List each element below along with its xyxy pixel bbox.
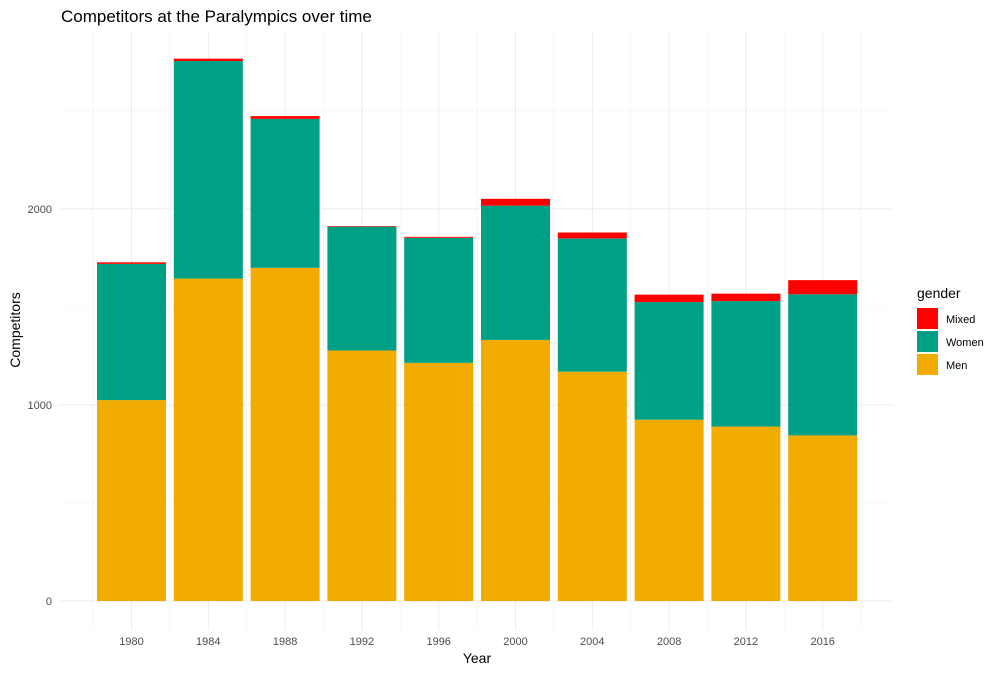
bar-mixed-1980 [97, 262, 166, 264]
x-tick-label: 2016 [810, 636, 834, 648]
bar-women-2000 [481, 205, 550, 340]
legend-key-mixed [917, 308, 938, 329]
bar-men-1988 [250, 267, 320, 601]
y-tick-label: 2000 [28, 204, 52, 216]
x-tick-label: 2000 [503, 636, 527, 648]
bar-mixed-1996 [404, 236, 474, 238]
bar-mixed-1984 [173, 58, 243, 62]
legend-key-women [917, 331, 938, 352]
x-tick-label: 1996 [426, 636, 450, 648]
x-axis-title: Year [463, 650, 492, 666]
legend-label-mixed: Mixed [946, 314, 975, 326]
legend-label-women: Women [946, 337, 984, 349]
y-axis-title: Competitors [7, 292, 23, 367]
bar-mixed-2000 [481, 198, 550, 206]
bar-women-1988 [250, 118, 320, 268]
bar-mixed-2004 [557, 232, 627, 239]
bar-men-2016 [788, 435, 858, 601]
bar-women-2016 [788, 294, 858, 436]
legend-title: gender [917, 285, 961, 301]
y-tick-label: 0 [46, 596, 52, 608]
x-tick-label: 1984 [196, 636, 220, 648]
y-tick-label: 1000 [28, 400, 52, 412]
bar-men-2004 [557, 371, 627, 601]
bar-men-1992 [327, 350, 397, 601]
bar-women-1992 [327, 226, 397, 351]
x-axis-ticks: 1980 1984 1988 1992 1996 2000 2004 2008 2012 2016 [119, 636, 835, 648]
bar-men-2012 [711, 426, 781, 601]
bar-mixed-1992 [327, 226, 397, 227]
x-tick-label: 2008 [657, 636, 681, 648]
bar-men-2000 [481, 339, 550, 601]
bar-men-1996 [404, 362, 474, 601]
bar-women-2004 [557, 238, 627, 372]
bar-women-2012 [711, 301, 781, 427]
x-tick-label: 2012 [734, 636, 758, 648]
legend: gender Mixed Women Men [917, 285, 984, 375]
bar-women-1980 [97, 263, 166, 401]
chart-title: Competitors at the Paralympics over time [61, 7, 372, 26]
y-axis-ticks: 0 1000 2000 [28, 204, 52, 608]
bar-mixed-2008 [634, 294, 704, 303]
bar-women-1996 [404, 237, 474, 363]
x-tick-label: 1988 [273, 636, 297, 648]
bar-women-1984 [173, 61, 243, 279]
x-tick-label: 2004 [580, 636, 604, 648]
legend-label-men: Men [946, 360, 967, 372]
bar-mixed-2012 [711, 293, 781, 302]
x-tick-label: 1980 [119, 636, 143, 648]
bar-mixed-2016 [788, 280, 858, 295]
bar-mixed-1988 [250, 116, 320, 119]
bars [97, 58, 858, 601]
bar-men-2008 [634, 419, 704, 601]
x-tick-label: 1992 [350, 636, 374, 648]
legend-key-men [917, 354, 938, 375]
bar-women-2008 [634, 302, 704, 420]
bar-men-1984 [173, 278, 243, 601]
bar-men-1980 [97, 400, 166, 601]
